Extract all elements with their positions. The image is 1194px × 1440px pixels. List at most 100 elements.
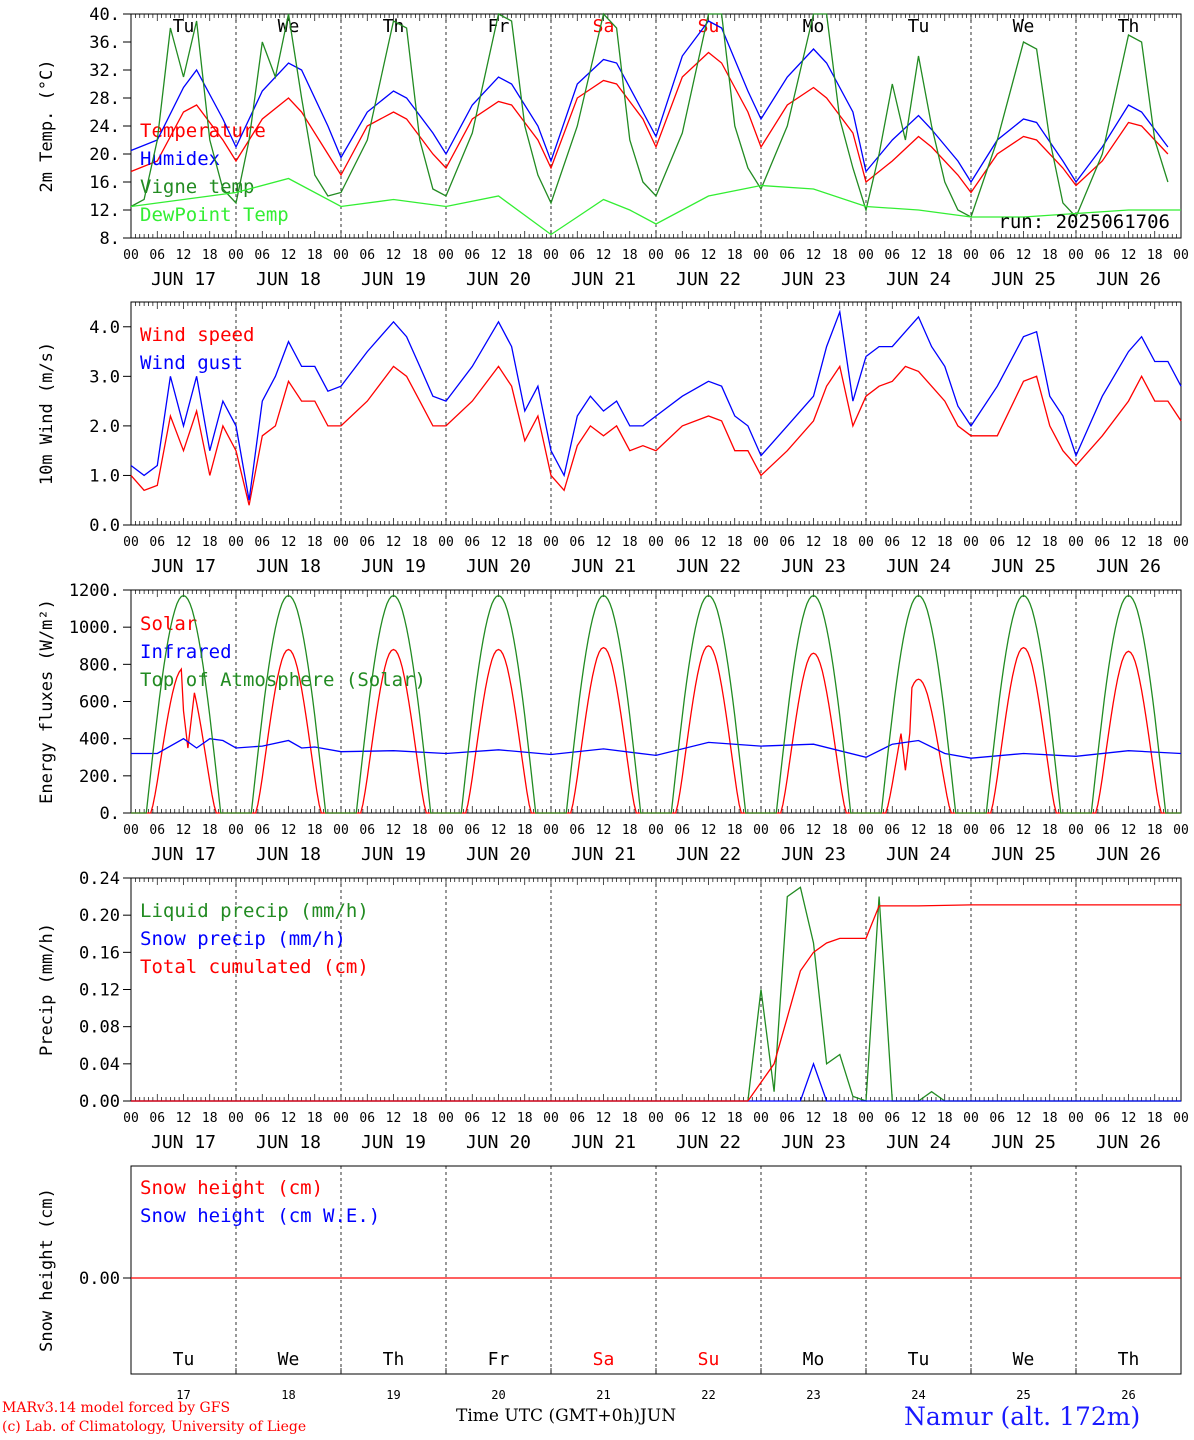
- hour-label: 00: [543, 1111, 559, 1126]
- legend-entry: Vigne temp: [140, 176, 254, 198]
- series-solar: [341, 648, 446, 814]
- hour-label: 12: [806, 1111, 822, 1126]
- y-tick-label: 2.0: [89, 417, 120, 437]
- panel-frame: [130, 301, 1182, 526]
- hour-label: 00: [123, 823, 139, 838]
- hour-label: 12: [281, 1111, 297, 1126]
- hour-label: 18: [202, 1111, 218, 1126]
- date-label: JUN 21: [571, 556, 636, 577]
- hour-label: 06: [989, 1111, 1005, 1126]
- hour-label: 18: [412, 1111, 428, 1126]
- day-number-label: 25: [1016, 1388, 1030, 1402]
- hour-label: 06: [569, 248, 585, 263]
- date-label: JUN 19: [361, 844, 426, 865]
- series-top-of-atmosphere-solar: [236, 594, 341, 814]
- hour-label: 06: [884, 248, 900, 263]
- hour-label: 06: [674, 248, 690, 263]
- hour-label: 00: [438, 823, 454, 838]
- hour-label: 12: [386, 248, 402, 263]
- hour-label: 06: [674, 1111, 690, 1126]
- y-tick-label: 8.: [100, 229, 120, 249]
- hour-label: 06: [989, 535, 1005, 550]
- series-vigne-temp: [130, 12, 1169, 219]
- legend-entry: Total cumulated (cm): [140, 956, 369, 978]
- panel-2: [123, 301, 1182, 526]
- y-tick-label: 400.: [79, 730, 120, 750]
- series-solar: [971, 646, 1076, 814]
- lab-credit: (c) Lab. of Climatology, University of L…: [2, 1419, 307, 1435]
- date-label: JUN 20: [466, 269, 531, 290]
- hour-label: 18: [412, 823, 428, 838]
- series-top-of-atmosphere-solar: [866, 594, 971, 814]
- hour-label: 00: [963, 248, 979, 263]
- weekday-label: Tu: [173, 16, 195, 37]
- day-number-label: 21: [596, 1388, 610, 1402]
- hour-label: 06: [254, 823, 270, 838]
- hour-label: 00: [438, 535, 454, 550]
- y-tick-label: 20.: [89, 145, 120, 165]
- date-label: JUN 23: [781, 269, 846, 290]
- hour-label: 18: [727, 823, 743, 838]
- hour-label: 12: [491, 248, 507, 263]
- hour-label: 00: [858, 535, 874, 550]
- series-dewpoint-temp: [130, 177, 1181, 236]
- y-tick-label: 600.: [79, 693, 120, 713]
- series-wind-speed: [130, 364, 1182, 506]
- y-axis-label: Snow height (cm): [37, 1188, 57, 1352]
- date-label: JUN 18: [256, 269, 321, 290]
- y-axis-label: 10m Wind (m/s): [37, 342, 57, 485]
- hour-label: 06: [779, 1111, 795, 1126]
- hour-label: 18: [832, 535, 848, 550]
- hour-label: 06: [149, 823, 165, 838]
- hour-label: 06: [989, 248, 1005, 263]
- hour-label: 12: [1121, 535, 1137, 550]
- series-solar: [131, 667, 236, 814]
- hour-label: 06: [254, 1111, 270, 1126]
- legend-entry: DewPoint Temp: [140, 204, 289, 226]
- weekday-label: Tu: [173, 1349, 195, 1370]
- weekday-label: Th: [383, 1349, 405, 1370]
- date-label: JUN 24: [886, 556, 951, 577]
- hour-label: 12: [1016, 823, 1032, 838]
- date-label: JUN 25: [991, 269, 1056, 290]
- hour-label: 12: [176, 823, 192, 838]
- hour-label: 06: [1094, 248, 1110, 263]
- hour-label: 18: [1147, 823, 1163, 838]
- series-humidex: [130, 20, 1169, 184]
- y-axis-label: 2m Temp. (°C): [37, 59, 57, 192]
- hour-label: 00: [963, 823, 979, 838]
- date-label: JUN 26: [1096, 844, 1161, 865]
- weekday-label: Su: [698, 1349, 720, 1370]
- hour-label: 00: [333, 1111, 349, 1126]
- series-top-of-atmosphere-solar: [1076, 594, 1181, 814]
- hour-label: 00: [228, 823, 244, 838]
- y-tick-label: 0.12: [79, 981, 120, 1001]
- hour-label: 12: [281, 248, 297, 263]
- hour-label: 18: [1147, 248, 1163, 263]
- hour-label: 12: [596, 535, 612, 550]
- series-solar: [1076, 650, 1181, 814]
- y-tick-label: 12.: [89, 201, 120, 221]
- legend-entry: Liquid precip (mm/h): [140, 900, 369, 922]
- series-top-of-atmosphere-solar: [656, 594, 761, 814]
- hour-label: 18: [307, 1111, 323, 1126]
- hour-label: 12: [281, 535, 297, 550]
- hour-label: 18: [622, 248, 638, 263]
- hour-label: 12: [491, 535, 507, 550]
- hour-label: 00: [1068, 1111, 1084, 1126]
- weekday-label: We: [278, 1349, 300, 1370]
- day-number-label: 17: [176, 1388, 190, 1402]
- hour-label: 12: [911, 248, 927, 263]
- hour-label: 18: [517, 823, 533, 838]
- y-tick-label: 1200.: [69, 581, 120, 601]
- hour-label: 00: [1173, 1111, 1189, 1126]
- hour-label: 06: [884, 535, 900, 550]
- legend-entry: Snow precip (mm/h): [140, 928, 346, 950]
- hour-label: 00: [1068, 823, 1084, 838]
- legend-entry: Snow height (cm): [140, 1177, 323, 1199]
- hour-label: 12: [176, 1111, 192, 1126]
- hour-label: 18: [202, 248, 218, 263]
- hour-label: 18: [937, 248, 953, 263]
- hour-label: 18: [307, 535, 323, 550]
- y-axis-label: Energy fluxes (W/m²): [37, 599, 57, 804]
